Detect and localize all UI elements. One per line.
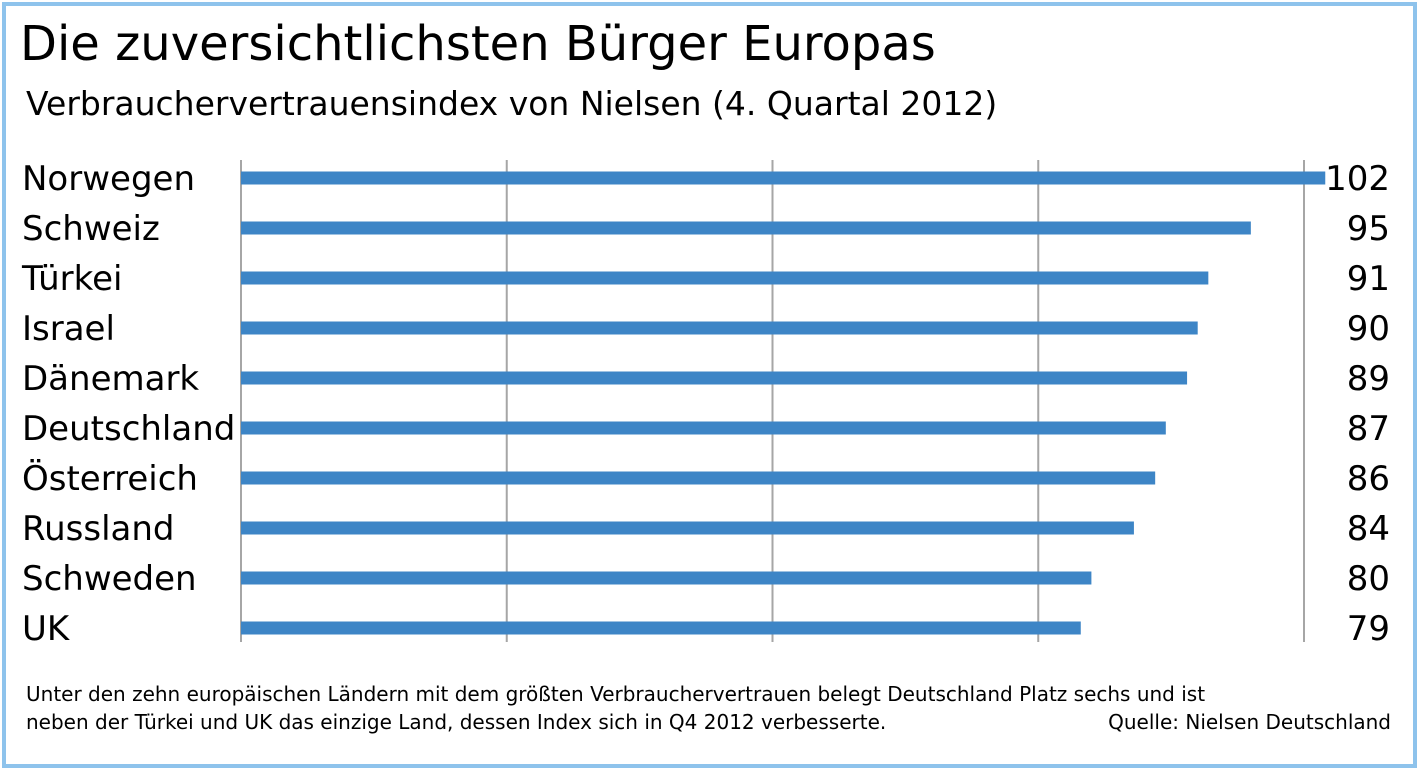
category-label: Israel	[22, 309, 115, 349]
value-label: 89	[1347, 359, 1390, 399]
value-label: 95	[1347, 209, 1390, 249]
bar	[241, 371, 1188, 385]
category-label: Österreich	[22, 458, 198, 499]
category-labels: Norwegen Schweiz Türkei Israel Dänemark Deuts…	[21, 159, 235, 649]
category-label: Russland	[22, 509, 175, 549]
footnote: Unter den zehn europäischen Ländern mit …	[26, 680, 1391, 736]
category-label: Türkei	[21, 259, 122, 299]
bar	[241, 571, 1092, 585]
category-label: Schweden	[22, 559, 197, 599]
value-label: 91	[1347, 259, 1390, 299]
value-label: 102	[1325, 159, 1390, 199]
value-label: 87	[1347, 409, 1390, 449]
bar	[241, 421, 1166, 435]
bar	[241, 221, 1251, 235]
bar	[241, 321, 1198, 335]
chart-title: Die zuversichtlichsten Bürger Europas	[20, 16, 936, 72]
bar	[241, 471, 1156, 485]
footnote-line-2: neben der Türkei und UK das einzige Land…	[26, 710, 887, 734]
value-label: 86	[1347, 459, 1390, 499]
bar	[241, 171, 1326, 185]
value-label: 90	[1347, 309, 1390, 349]
category-label: UK	[22, 609, 71, 649]
value-labels: 102 95 91 90 89 87 86 84 80 79	[1325, 159, 1390, 649]
value-label: 84	[1347, 509, 1390, 549]
category-label: Schweiz	[22, 209, 160, 249]
value-label: 79	[1347, 609, 1390, 649]
grid-lines	[240, 160, 1305, 642]
chart-subtitle: Verbrauchervertrauensindex von Nielsen (…	[26, 84, 998, 123]
footnote-line-1: Unter den zehn europäischen Ländern mit …	[26, 682, 1206, 706]
bars	[241, 171, 1326, 635]
bar	[241, 621, 1081, 635]
bar	[241, 271, 1209, 285]
bar	[241, 521, 1134, 535]
category-label: Dänemark	[22, 359, 199, 399]
category-label: Deutschland	[22, 409, 235, 449]
footnote-line-2-row: neben der Türkei und UK das einzige Land…	[26, 708, 1391, 736]
source-label: Quelle: Nielsen Deutschland	[1108, 710, 1391, 734]
category-label: Norwegen	[22, 159, 195, 199]
value-label: 80	[1347, 559, 1390, 599]
